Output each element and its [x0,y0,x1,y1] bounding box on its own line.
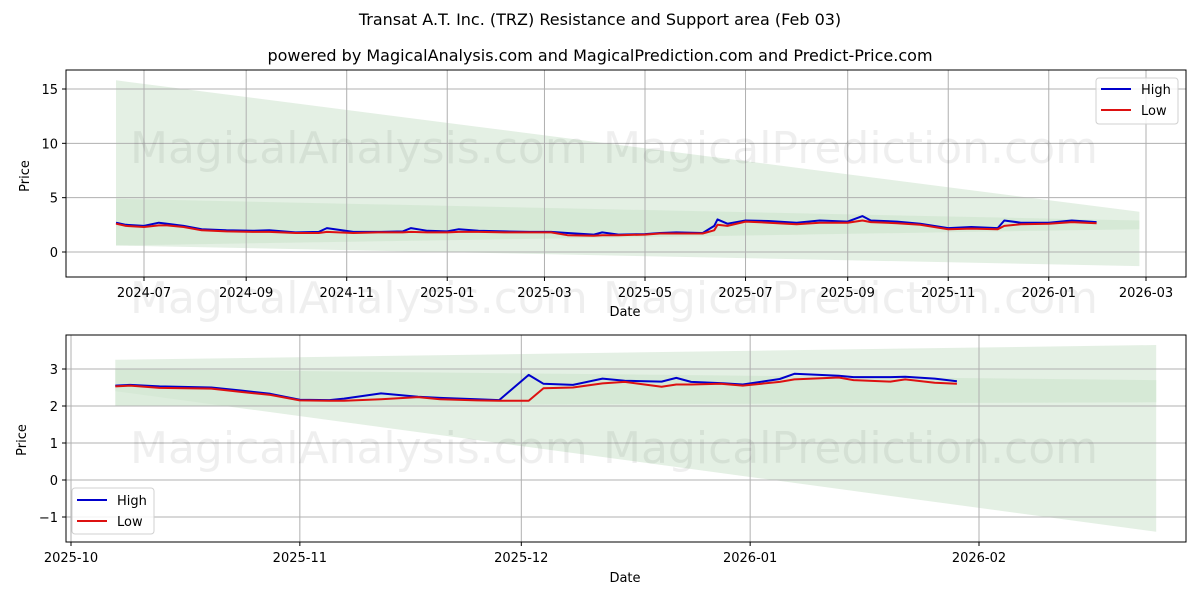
x-tick-label: 2024-07 [117,286,171,301]
series-high-line [115,215,1097,236]
y-axis-label: Price [15,424,30,456]
x-tick-label: 2026-01 [1022,286,1076,301]
chart-subtitle: powered by MagicalAnalysis.com and Magic… [267,46,933,65]
axes-frame [65,69,1187,278]
bottom-chart: MagicalAnalysis.com MagicalPrediction.co… [15,334,1187,586]
band-inner [115,369,1157,406]
x-tick-label: 2025-11 [921,286,975,301]
watermark: MagicalPrediction.com [603,123,1098,174]
x-tick-label: 2025-10 [44,551,98,566]
y-tick-label: 0 [50,474,58,489]
x-axis-label: Date [609,571,640,586]
x-tick-label: 2025-01 [420,286,474,301]
legend-low-label: Low [1141,104,1167,119]
legend: High Low [71,487,155,535]
x-axis-label: Date [609,305,640,320]
watermark: MagicalAnalysis.com [130,423,588,474]
grid-lines [66,70,1186,277]
y-tick-label: 3 [50,363,58,378]
y-tick-label: 10 [41,137,58,152]
axes-frame [65,334,1187,543]
x-tick-label: 2024-11 [320,286,374,301]
y-axis-label: Price [18,160,33,192]
watermark: MagicalPrediction.com [603,273,1098,324]
price-lines [115,215,1097,237]
y-tick-label: 5 [50,192,58,207]
x-tick-label: 2025-07 [718,286,772,301]
resistance-support-bands [116,80,1140,267]
watermark: MagicalPrediction.com [603,423,1098,474]
y-tick-label: 1 [50,437,58,452]
x-tick-label: 2025-03 [517,286,571,301]
legend-high-label: High [1141,83,1171,98]
x-tick-label: 2026-02 [952,551,1006,566]
y-tick-label: 15 [41,83,58,98]
series-low-line [115,376,957,402]
grid-lines [66,335,1186,542]
y-axis-ticks: 0 5 10 15 [41,83,66,261]
series-low-line [115,219,1097,237]
legend-high-label: High [117,494,147,509]
legend-low-label: Low [117,515,143,530]
chart-title: Transat A.T. Inc. (TRZ) Resistance and S… [358,10,842,29]
x-axis-ticks: 2025-10 2025-11 2025-12 2026-01 2026-02 [44,542,1006,566]
x-tick-label: 2025-05 [618,286,672,301]
x-tick-label: 2026-03 [1119,286,1173,301]
x-axis-ticks: 2024-07 2024-09 2024-11 2025-01 2025-03 2025-… [117,277,1173,301]
price-lines [115,372,958,402]
y-tick-label: 2 [50,400,58,415]
x-tick-label: 2026-01 [723,551,777,566]
watermark: MagicalAnalysis.com [130,273,588,324]
watermark: MagicalAnalysis.com [130,123,588,174]
x-tick-label: 2025-09 [821,286,875,301]
y-tick-label: 0 [50,246,58,261]
legend: High Low [1095,77,1179,125]
y-axis-ticks: −1 0 1 2 3 [39,363,66,526]
resistance-support-bands [115,345,1157,532]
y-tick-label: −1 [39,511,58,526]
band-inner [116,198,1140,246]
top-chart: MagicalAnalysis.com MagicalPrediction.co… [18,69,1187,324]
series-high-line [115,372,958,402]
x-tick-label: 2025-12 [494,551,548,566]
x-tick-label: 2025-11 [273,551,327,566]
x-tick-label: 2024-09 [219,286,273,301]
